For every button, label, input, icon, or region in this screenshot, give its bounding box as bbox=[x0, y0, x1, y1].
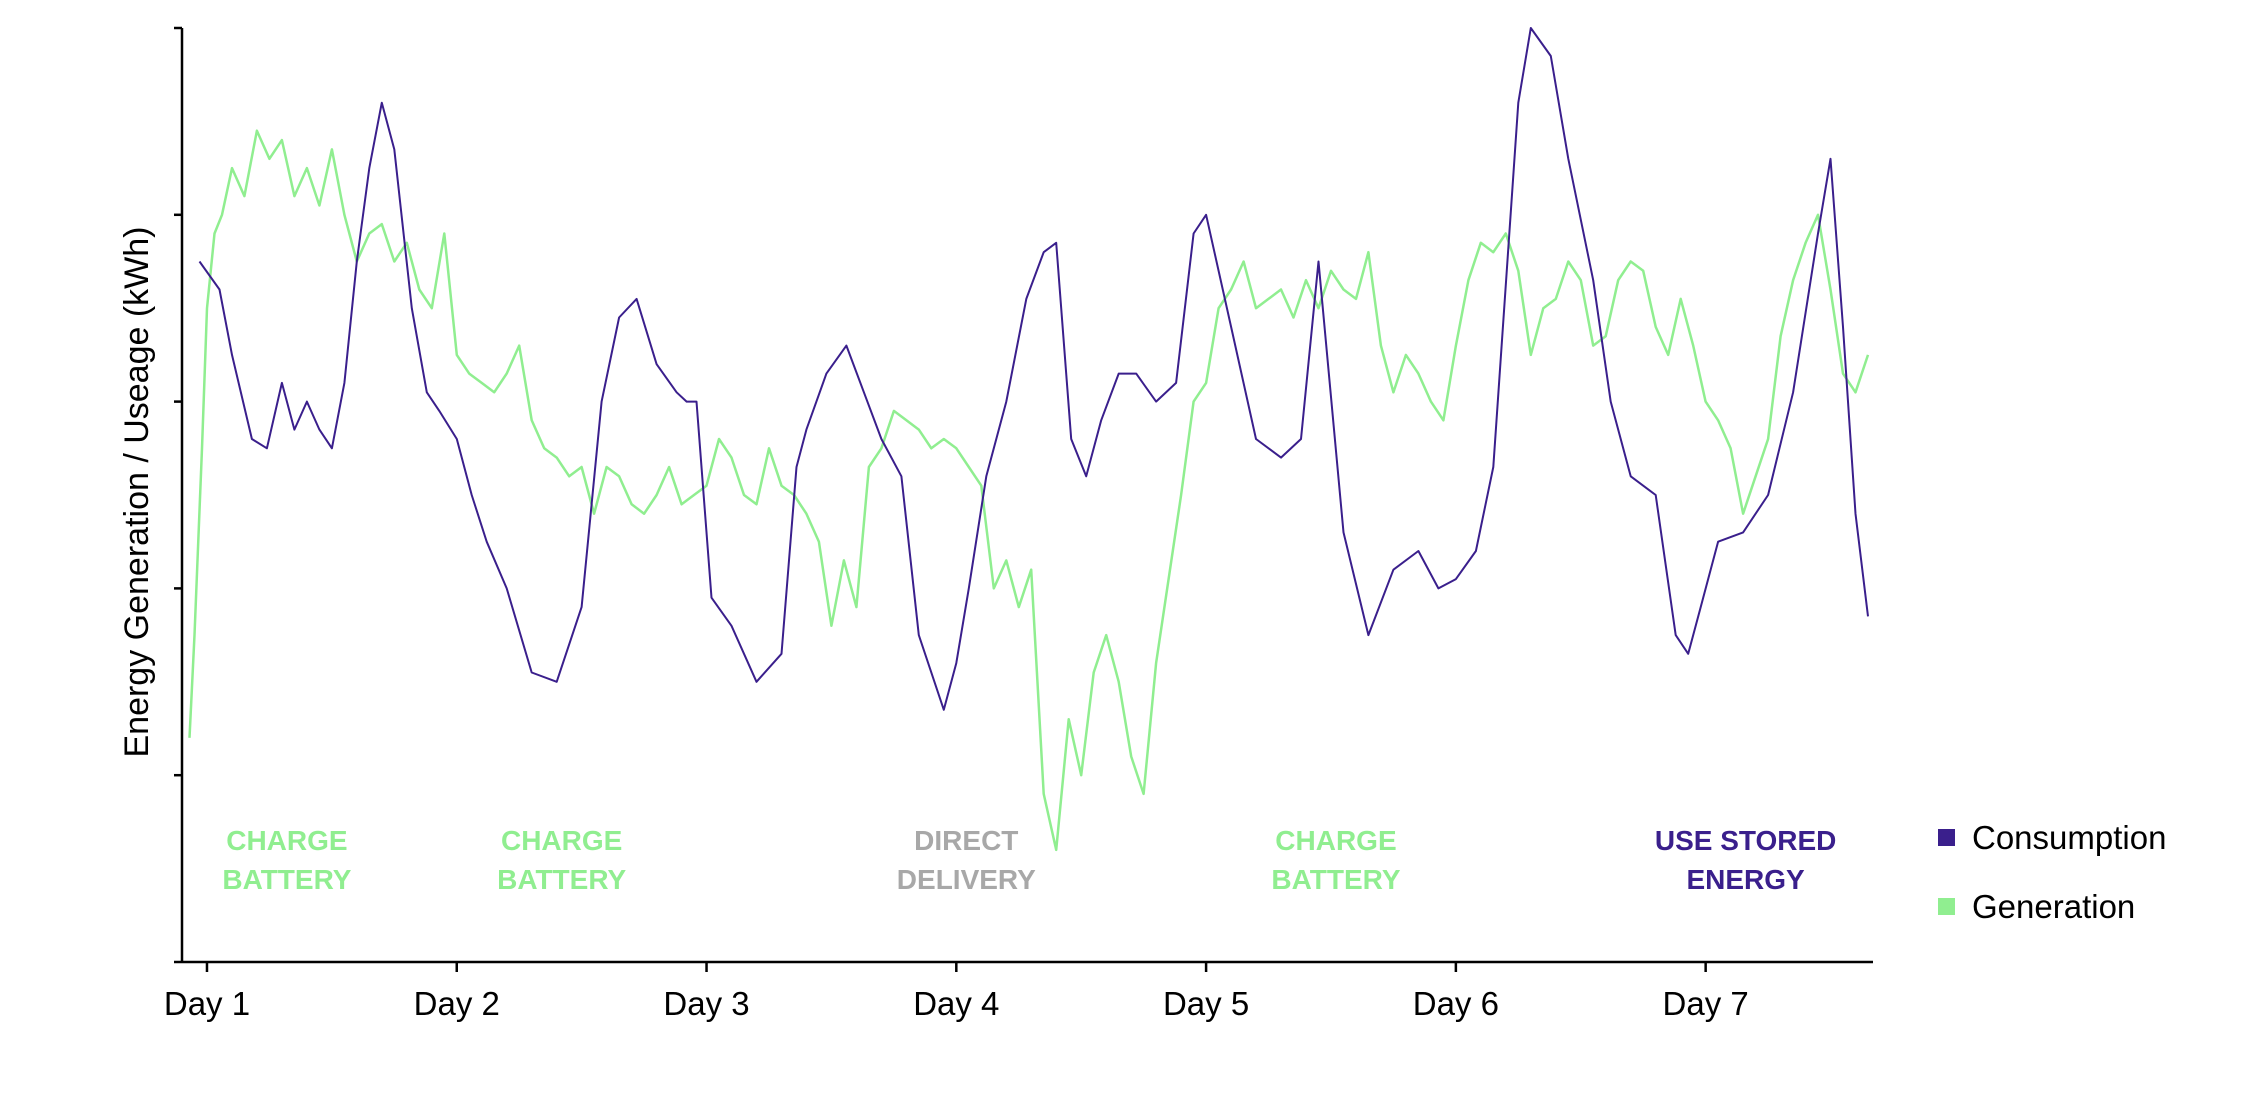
y-axis-label: Energy Generation / Useage (kWh) bbox=[118, 226, 156, 757]
x-tick-label: Day 1 bbox=[164, 985, 250, 1022]
plot-lines bbox=[188, 27, 1870, 852]
x-tick-label: Day 3 bbox=[663, 985, 749, 1022]
legend-swatch bbox=[1938, 829, 1955, 846]
phase-annotation-line: DELIVERY bbox=[897, 864, 1036, 895]
phase-annotation-line: BATTERY bbox=[497, 864, 626, 895]
legend: Consumption Generation bbox=[1938, 819, 2166, 925]
y-ticks bbox=[174, 26, 182, 964]
x-tick-label: Day 4 bbox=[913, 985, 999, 1022]
x-tick-label: Day 6 bbox=[1413, 985, 1499, 1022]
phase-annotation-line: CHARGE bbox=[501, 825, 622, 856]
phase-annotation-line: CHARGE bbox=[226, 825, 347, 856]
x-tick-labels: Day 1 Day 2 Day 3 Day 4 Day 5 Day 6 Day 7 bbox=[164, 985, 1749, 1022]
legend-label: Consumption bbox=[1972, 819, 2166, 856]
axes bbox=[180, 28, 1873, 964]
legend-swatch bbox=[1938, 898, 1955, 915]
legend-label: Generation bbox=[1972, 888, 2135, 925]
phase-annotation-line: CHARGE bbox=[1275, 825, 1396, 856]
phase-annotation-line: USE STORED bbox=[1655, 825, 1837, 856]
x-tick-label: Day 7 bbox=[1663, 985, 1749, 1022]
phase-annotation-line: BATTERY bbox=[1271, 864, 1400, 895]
x-ticks bbox=[205, 962, 1707, 972]
series-line-generation bbox=[188, 129, 1870, 852]
x-tick-label: Day 5 bbox=[1163, 985, 1249, 1022]
phase-annotations: CHARGE BATTERY CHARGE BATTERY DIRECT DELIVERY… bbox=[222, 825, 1836, 895]
phase-annotation-line: DIRECT bbox=[914, 825, 1018, 856]
series-line-consumption bbox=[198, 27, 1869, 711]
phase-annotation-line: ENERGY bbox=[1686, 864, 1805, 895]
phase-annotation-line: BATTERY bbox=[222, 864, 351, 895]
x-tick-label: Day 2 bbox=[414, 985, 500, 1022]
